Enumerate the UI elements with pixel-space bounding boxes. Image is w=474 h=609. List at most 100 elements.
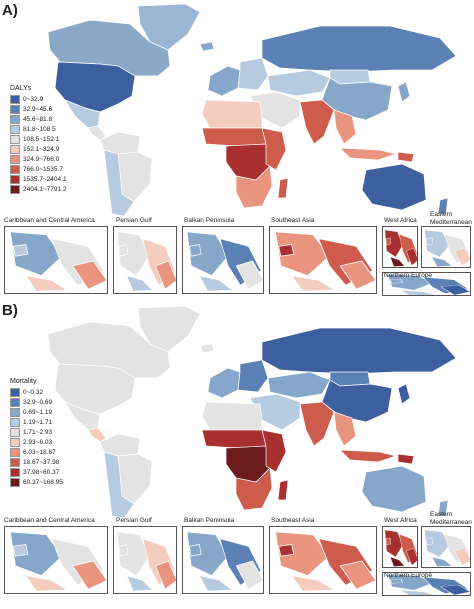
inset-region: [384, 529, 403, 558]
region-madagascar: [277, 177, 289, 199]
inset-region: [118, 244, 129, 257]
inset-map-persian-gulf: [113, 526, 177, 594]
inset-region: [126, 575, 154, 592]
region-europe-west: [207, 367, 241, 399]
legend-item: 18.67~37.98: [10, 457, 63, 467]
inset-region: [12, 244, 29, 257]
region-nz: [437, 499, 449, 517]
inset-region: [9, 231, 63, 277]
inset-title: Balkan Peninsula: [184, 517, 235, 524]
legend-label: 6.03~18.67: [23, 448, 56, 456]
inset-region: [440, 284, 470, 295]
region-central-america: [87, 427, 107, 443]
legend-label: 0~0.32: [23, 388, 44, 396]
inset-map-shapes: [384, 529, 417, 567]
inset-region: [400, 589, 436, 595]
legend-item: 2404.1~7791.2: [10, 184, 67, 194]
inset-region: [71, 560, 107, 590]
inset-region: [189, 244, 202, 257]
legend-item: 60.37~168.95: [10, 477, 63, 487]
panel-a-label: A): [2, 2, 18, 19]
region-usa: [54, 363, 136, 415]
inset-title: Caribbean and Central America: [4, 217, 95, 224]
legend-item: 32.9~45.6: [10, 104, 67, 114]
inset-region: [431, 556, 453, 567]
legend-swatch: [10, 477, 20, 487]
legend-title: DALYs: [10, 85, 32, 92]
inset-map-west-africa: [382, 526, 418, 568]
legend-swatch: [10, 457, 20, 467]
inset-map-shapes: [387, 274, 470, 295]
inset-region: [235, 260, 263, 290]
inset-region: [71, 260, 107, 290]
inset-region: [12, 544, 29, 557]
inset-region: [278, 244, 295, 257]
region-australia: [361, 465, 427, 513]
inset-region: [387, 574, 433, 591]
inset-region: [155, 260, 176, 290]
mortality-legend: Mortality 0~0.32 32.9~0.69 0.69~1.19 1.19~1…: [10, 378, 63, 487]
inset-region: [274, 531, 330, 577]
inset-map-balkan-peninsula: [182, 226, 264, 294]
legend-swatch: [10, 94, 20, 104]
inset-region: [424, 229, 450, 258]
region-greenland: [137, 4, 201, 51]
region-europe-west: [207, 65, 241, 97]
inset-title: Northern Europe: [384, 572, 433, 579]
legend-item: 0~0.32: [10, 387, 63, 397]
legend-item: 32.9~0.69: [10, 397, 63, 407]
inset-region: [385, 237, 392, 246]
legend-label: 108.5~152.1: [23, 135, 60, 143]
inset-region: [198, 275, 234, 292]
inset-map-shapes: [186, 531, 263, 592]
inset-map-west-africa: [382, 226, 418, 268]
region-europe-east: [237, 359, 269, 393]
region-australia: [361, 163, 427, 211]
region-sahel: [201, 127, 267, 147]
inset-region: [425, 237, 434, 246]
inset-title: Eastern Mediterranean: [430, 511, 472, 526]
inset-region: [290, 275, 337, 292]
region-north-africa: [201, 99, 263, 129]
legend-label: 32.9~45.6: [23, 105, 53, 113]
region-iceland: [199, 41, 215, 52]
inset-map-southeast-asia: [269, 226, 377, 294]
inset-region: [155, 560, 176, 590]
legend-swatch: [10, 387, 20, 397]
inset-map-shapes: [387, 574, 470, 595]
inset-region: [274, 231, 330, 277]
inset-map-caribbean-and-central-america: [4, 526, 108, 594]
legend-label: 32.9~0.69: [23, 398, 53, 406]
region-russia: [261, 327, 457, 375]
inset-map-northern-europe: [382, 272, 471, 296]
legend-label: 0.69~1.19: [23, 408, 53, 416]
legend-label: 37.98~60.37: [23, 468, 60, 476]
legend-label: 766.0~1535.7: [23, 165, 63, 173]
legend-swatch: [10, 134, 20, 144]
inset-region: [406, 547, 417, 566]
region-north-africa: [201, 401, 263, 431]
inset-region: [425, 537, 434, 546]
legend-label: 0~32.9: [23, 95, 44, 103]
region-japan: [397, 383, 411, 405]
inset-region: [290, 575, 337, 592]
region-central-asia: [267, 69, 331, 97]
region-india: [299, 401, 335, 447]
inset-title: Southeast Asia: [271, 217, 315, 224]
legend-label: 2404.1~7791.2: [23, 185, 67, 193]
region-southeast-asia: [333, 411, 357, 447]
region-indonesia: [339, 147, 398, 161]
legend-item: 37.98~60.37: [10, 467, 63, 477]
inset-region: [387, 274, 433, 291]
inset-region: [118, 544, 129, 557]
legend-swatch: [10, 144, 20, 154]
inset-map-shapes: [274, 531, 376, 592]
legend-item: 152.1~324.9: [10, 144, 67, 154]
region-east-africa: [261, 429, 287, 473]
legend-label: 1535.7~2404.1: [23, 175, 67, 183]
inset-title: Northern Europe: [384, 272, 433, 279]
region-sahel: [201, 429, 267, 449]
region-south-america-south: [103, 451, 135, 519]
legend-item: 2.93~6.03: [10, 437, 63, 447]
inset-map-shapes: [9, 531, 107, 592]
